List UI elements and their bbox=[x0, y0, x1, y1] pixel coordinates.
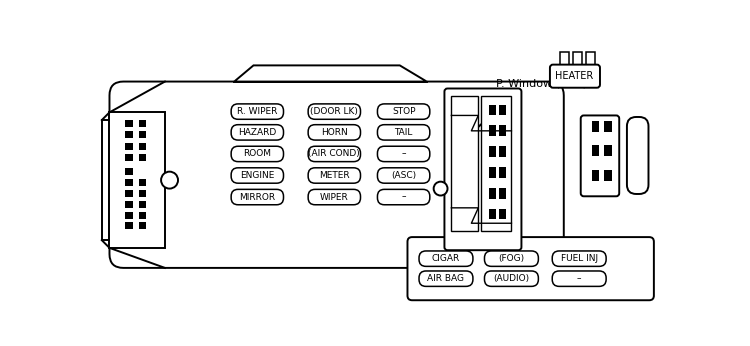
FancyBboxPatch shape bbox=[484, 251, 538, 266]
Bar bbox=[489, 126, 496, 136]
FancyBboxPatch shape bbox=[419, 271, 473, 286]
Bar bbox=[125, 212, 133, 219]
Bar bbox=[604, 170, 611, 181]
Bar bbox=[125, 154, 133, 161]
Text: TAIL: TAIL bbox=[394, 128, 412, 137]
FancyBboxPatch shape bbox=[377, 125, 430, 140]
Text: –: – bbox=[401, 149, 406, 158]
FancyBboxPatch shape bbox=[484, 271, 538, 286]
Bar bbox=[489, 188, 496, 199]
Bar bbox=[560, 52, 569, 65]
Text: (AIR COND): (AIR COND) bbox=[308, 149, 360, 158]
Bar bbox=[125, 131, 133, 138]
Bar bbox=[499, 126, 506, 136]
FancyBboxPatch shape bbox=[308, 125, 361, 140]
Circle shape bbox=[433, 182, 448, 195]
Bar bbox=[499, 104, 506, 116]
Text: –: – bbox=[577, 274, 581, 283]
Bar bbox=[125, 190, 133, 197]
Text: FUEL INJ: FUEL INJ bbox=[560, 254, 598, 263]
Bar bbox=[481, 96, 512, 231]
Bar bbox=[592, 145, 599, 156]
Text: HAZARD: HAZARD bbox=[238, 128, 277, 137]
Polygon shape bbox=[234, 65, 427, 82]
Bar bbox=[234, 79, 427, 85]
Bar bbox=[139, 190, 146, 197]
FancyBboxPatch shape bbox=[308, 168, 361, 183]
Bar bbox=[139, 154, 146, 161]
Bar bbox=[592, 121, 599, 131]
FancyBboxPatch shape bbox=[308, 104, 361, 119]
FancyBboxPatch shape bbox=[231, 168, 284, 183]
Bar bbox=[139, 131, 146, 138]
Bar bbox=[499, 188, 506, 199]
Bar bbox=[604, 145, 611, 156]
Bar bbox=[125, 168, 133, 175]
FancyBboxPatch shape bbox=[110, 82, 564, 268]
FancyBboxPatch shape bbox=[627, 117, 649, 194]
FancyBboxPatch shape bbox=[407, 237, 654, 300]
FancyBboxPatch shape bbox=[377, 104, 430, 119]
Text: STOP: STOP bbox=[392, 107, 416, 116]
Text: P. Window (C.B.): P. Window (C.B.) bbox=[496, 79, 587, 89]
Bar bbox=[125, 201, 133, 208]
Bar bbox=[125, 143, 133, 150]
FancyBboxPatch shape bbox=[308, 146, 361, 162]
Bar bbox=[586, 52, 596, 65]
FancyBboxPatch shape bbox=[377, 168, 430, 183]
FancyBboxPatch shape bbox=[231, 125, 284, 140]
Bar bbox=[125, 120, 133, 127]
FancyBboxPatch shape bbox=[308, 189, 361, 205]
Bar bbox=[110, 112, 165, 248]
Text: HORN: HORN bbox=[321, 128, 348, 137]
FancyBboxPatch shape bbox=[231, 104, 284, 119]
Bar bbox=[139, 120, 146, 127]
Text: (FOG): (FOG) bbox=[498, 254, 524, 263]
Text: ROOM: ROOM bbox=[243, 149, 272, 158]
Text: WIPER: WIPER bbox=[320, 193, 349, 202]
Text: AIR BAG: AIR BAG bbox=[427, 274, 464, 283]
Bar bbox=[573, 52, 582, 65]
Text: MIRROR: MIRROR bbox=[239, 193, 275, 202]
FancyBboxPatch shape bbox=[377, 146, 430, 162]
Bar bbox=[139, 143, 146, 150]
Text: CIGAR: CIGAR bbox=[432, 254, 460, 263]
FancyBboxPatch shape bbox=[419, 251, 473, 266]
Circle shape bbox=[161, 172, 178, 189]
FancyBboxPatch shape bbox=[231, 146, 284, 162]
Bar bbox=[604, 121, 611, 131]
Bar bbox=[499, 209, 506, 219]
Text: (ASC): (ASC) bbox=[391, 171, 416, 180]
Bar bbox=[125, 222, 133, 229]
Text: (AUDIO): (AUDIO) bbox=[494, 274, 530, 283]
FancyBboxPatch shape bbox=[445, 89, 521, 250]
Bar bbox=[139, 222, 146, 229]
Bar bbox=[139, 201, 146, 208]
Text: R. WIPER: R. WIPER bbox=[237, 107, 278, 116]
FancyBboxPatch shape bbox=[231, 189, 284, 205]
Bar bbox=[489, 167, 496, 178]
Bar bbox=[125, 179, 133, 186]
Bar bbox=[489, 209, 496, 219]
Bar bbox=[499, 167, 506, 178]
Text: HEATER: HEATER bbox=[556, 71, 594, 81]
Bar bbox=[499, 146, 506, 157]
FancyBboxPatch shape bbox=[550, 65, 600, 88]
Bar bbox=[592, 170, 599, 181]
FancyBboxPatch shape bbox=[580, 116, 620, 196]
Bar bbox=[139, 212, 146, 219]
FancyBboxPatch shape bbox=[552, 251, 606, 266]
Bar bbox=[139, 179, 146, 186]
Text: METER: METER bbox=[319, 171, 350, 180]
FancyBboxPatch shape bbox=[377, 189, 430, 205]
FancyBboxPatch shape bbox=[552, 271, 606, 286]
Text: ENGINE: ENGINE bbox=[240, 171, 274, 180]
Bar bbox=[489, 146, 496, 157]
Text: (DOOR LK): (DOOR LK) bbox=[310, 107, 358, 116]
Text: –: – bbox=[401, 193, 406, 202]
Bar bbox=[489, 104, 496, 116]
Bar bbox=[452, 96, 478, 231]
